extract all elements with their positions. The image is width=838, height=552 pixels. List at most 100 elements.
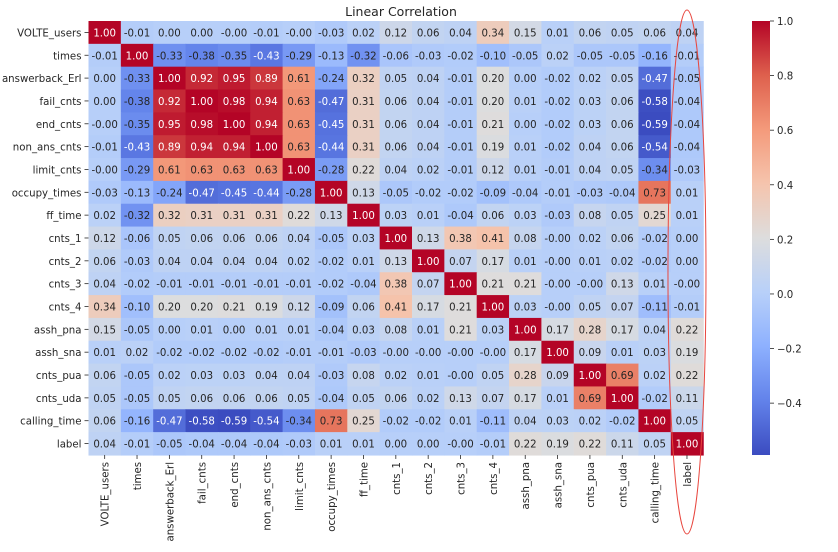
cell-value-label: -0.35 (124, 120, 150, 131)
x-tick-label: cnts_4 (489, 462, 500, 495)
cell-value-label: 0.05 (158, 234, 181, 245)
cell-value-label: -0.02 (544, 120, 570, 131)
heatmap-cell (476, 432, 510, 456)
cell-value-label: -0.04 (609, 188, 635, 199)
heatmap-cell (412, 43, 445, 68)
heatmap-cell (606, 43, 640, 68)
heatmap-cell (606, 340, 640, 365)
heatmap-cell (573, 135, 607, 159)
x-tick-label: ff_time (359, 462, 370, 497)
heatmap-cell (509, 409, 542, 433)
cell-value-label: 0.01 (514, 165, 537, 176)
heatmap-cell (573, 112, 607, 136)
cell-value-label: 0.13 (384, 257, 407, 268)
colorbar (752, 21, 770, 455)
heatmap-cell (282, 21, 316, 45)
y-tick-label: cnts_3 (49, 280, 82, 291)
heatmap-cell (444, 226, 478, 250)
cell-value-label: 0.05 (643, 440, 666, 451)
cell-value-label: -0.04 (512, 188, 538, 199)
heatmap-cell (444, 249, 478, 273)
cell-value-label: -0.01 (253, 280, 279, 291)
heatmap-cell (444, 409, 478, 433)
heatmap-cell (185, 203, 219, 228)
cell-value-label: 0.00 (514, 74, 537, 85)
heatmap-cell (509, 43, 542, 68)
cell-value-label: 0.13 (320, 211, 343, 222)
heatmap-cell (250, 135, 284, 159)
cell-value-label: -0.01 (189, 280, 215, 291)
heatmap-cell (120, 43, 154, 68)
cell-value-label: 0.05 (93, 394, 116, 405)
cell-value-label: 1.00 (352, 211, 375, 222)
heatmap-cell (314, 432, 348, 456)
y-tick-label: cnts_pua (36, 371, 82, 382)
heatmap-cell (606, 226, 640, 250)
cell-value-label: 1.00 (611, 394, 634, 405)
x-tick-label: end_cnts (230, 462, 241, 508)
heatmap-cell (88, 158, 122, 182)
cell-value-label: 0.12 (482, 165, 505, 176)
heatmap-cell (573, 317, 607, 342)
cell-value-label: 0.06 (611, 97, 634, 108)
heatmap-cell (541, 89, 575, 113)
x-tick-label: label (683, 462, 694, 487)
heatmap-cell (444, 203, 478, 228)
heatmap-cell (670, 89, 704, 113)
cell-value-label: 1.00 (320, 188, 343, 199)
heatmap-cell (412, 363, 445, 388)
cell-value-label: -0.58 (641, 97, 667, 108)
heatmap-cell (412, 89, 445, 113)
cell-value-label: 0.01 (546, 28, 569, 39)
cell-value-label: 0.20 (482, 97, 505, 108)
cell-value-label: -0.35 (221, 51, 247, 62)
heatmap-cell (606, 135, 640, 159)
cell-value-label: -0.01 (286, 348, 312, 359)
heatmap-cell (509, 203, 542, 228)
cell-value-label: 0.69 (611, 371, 634, 382)
heatmap-cell (282, 158, 316, 182)
heatmap-cell (250, 249, 284, 273)
heatmap-cell (250, 363, 284, 388)
cell-value-label: 0.06 (384, 120, 407, 131)
cell-value-label: 0.02 (417, 394, 440, 405)
cell-value-label: 1.00 (579, 371, 602, 382)
heatmap-cell (509, 226, 542, 250)
heatmap-cell (314, 272, 348, 296)
cell-value-label: 0.41 (482, 234, 505, 245)
heatmap-cell (541, 295, 575, 319)
cell-value-label: -0.02 (641, 234, 667, 245)
cell-value-label: -0.00 (447, 348, 473, 359)
cell-value-label: 0.89 (255, 74, 278, 85)
heatmap-cell (282, 363, 316, 388)
cell-value-label: 0.92 (158, 97, 181, 108)
heatmap-cell (573, 89, 607, 113)
cell-value-label: 0.12 (384, 28, 407, 39)
cell-value-label: 0.98 (190, 120, 213, 131)
cell-value-label: 0.61 (287, 74, 310, 85)
cell-value-label: 0.01 (190, 325, 213, 336)
cell-value-label: -0.59 (641, 120, 667, 131)
heatmap-cell (412, 386, 445, 410)
heatmap-cell (476, 89, 510, 113)
cell-value-label: -0.03 (318, 28, 344, 39)
heatmap-cell (88, 409, 122, 433)
heatmap-cell (509, 317, 542, 342)
cell-value-label: 0.32 (158, 211, 181, 222)
heatmap-cell (541, 272, 575, 296)
heatmap-cell (444, 272, 478, 296)
x-tick-label: cnts_2 (424, 462, 435, 495)
heatmap-cell (509, 135, 542, 159)
cell-value-label: 0.05 (287, 394, 310, 405)
heatmap-cell (314, 112, 348, 136)
cell-value-label: -0.01 (447, 74, 473, 85)
cell-value-label: -0.47 (156, 417, 182, 428)
x-tick-label: assh_pna (521, 462, 532, 510)
heatmap-cell (606, 89, 640, 113)
heatmap-cell (217, 135, 251, 159)
heatmap-cell (347, 158, 381, 182)
heatmap-cell (476, 66, 510, 91)
heatmap-cell (347, 432, 381, 456)
cell-value-label: -0.04 (318, 325, 344, 336)
heatmap-cell (541, 203, 575, 228)
